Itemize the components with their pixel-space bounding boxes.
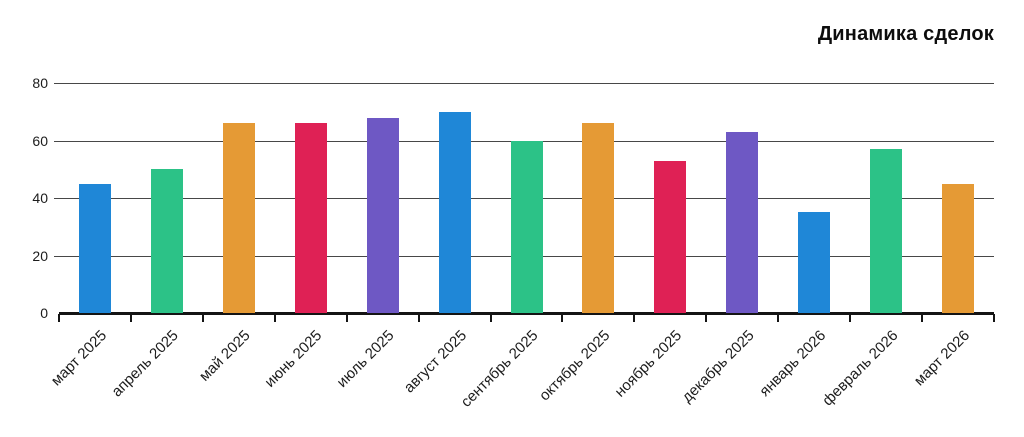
x-axis-tick (705, 314, 708, 322)
bar-март-2026 (942, 183, 975, 313)
x-tick-label: март 2025 (47, 327, 110, 390)
bar-май-2025 (222, 123, 255, 313)
x-axis-tick (849, 314, 852, 322)
x-axis-tick (993, 314, 995, 322)
x-tick-label: март 2026 (910, 327, 974, 390)
bar-июль-2025 (366, 117, 399, 313)
x-tick-label: август 2025 (400, 327, 470, 397)
x-axis-tick (201, 314, 204, 322)
gridline-80 (54, 83, 994, 84)
bar-декабрь-2025 (726, 131, 759, 313)
x-tick-label: май 2025 (196, 327, 254, 385)
bar-август-2025 (438, 111, 471, 313)
bar-апрель-2025 (150, 169, 183, 313)
y-tick-label-20: 20 (32, 247, 48, 264)
x-axis-tick (633, 314, 636, 322)
y-tick-label-80: 80 (32, 75, 48, 91)
bar-октябрь-2025 (582, 123, 615, 313)
x-tick-label: июнь 2025 (261, 327, 326, 391)
x-axis-tick (345, 314, 348, 322)
bar-сентябрь-2025 (510, 140, 543, 313)
x-tick-label: июль 2025 (333, 327, 398, 391)
x-axis-tick (273, 314, 276, 322)
bar-июнь-2025 (294, 123, 327, 313)
bar-ноябрь-2025 (654, 160, 687, 313)
x-axis-tick (921, 314, 924, 322)
x-axis-tick (489, 314, 492, 322)
x-tick-label: февраль 2026 (818, 327, 902, 410)
x-tick-label: декабрь 2025 (678, 327, 758, 406)
bar-март-2025 (78, 183, 111, 313)
x-axis-tick (58, 314, 60, 322)
bar-январь-2026 (798, 212, 831, 313)
x-tick-label: ноябрь 2025 (611, 327, 686, 401)
x-axis-tick (417, 314, 420, 322)
x-tick-label: апрель 2025 (108, 327, 182, 401)
y-tick-label-0: 0 (40, 305, 48, 321)
x-tick-label: октябрь 2025 (536, 327, 614, 405)
x-axis-tick (129, 314, 132, 322)
x-tick-label: сентябрь 2025 (457, 327, 542, 411)
y-tick-label-40: 40 (32, 190, 48, 206)
x-axis-tick (777, 314, 780, 322)
plot-area (54, 83, 995, 322)
x-tick-label: январь 2026 (756, 327, 830, 401)
chart-title: Динамика сделок (817, 23, 994, 45)
y-tick-label-60: 60 (32, 132, 48, 149)
bar-февраль-2026 (870, 149, 903, 313)
x-axis-line (59, 312, 994, 315)
x-axis-tick (561, 314, 564, 322)
